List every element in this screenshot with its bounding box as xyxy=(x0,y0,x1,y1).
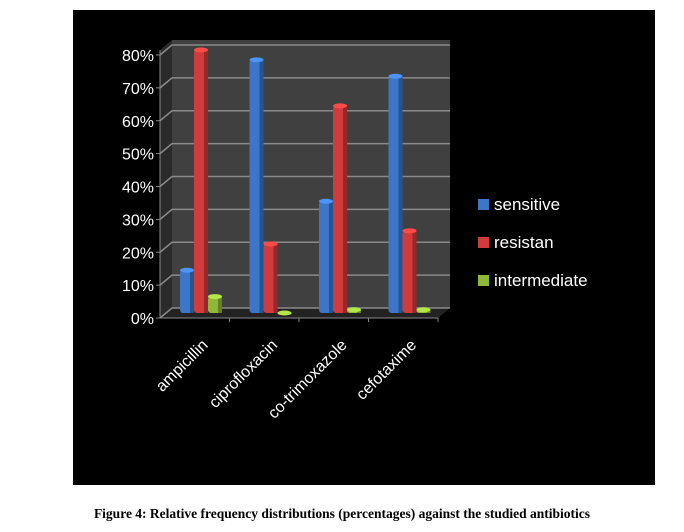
legend-marker-intermediate xyxy=(478,275,489,286)
bar-top xyxy=(180,267,194,273)
bar-top xyxy=(333,103,347,109)
bar-top xyxy=(388,73,403,79)
bar-top xyxy=(194,47,208,53)
bar-chart: 0%10%20%30%40%50%60%70%80%ampicillincipr… xyxy=(73,10,655,485)
legend-label: intermediate xyxy=(494,271,588,290)
bar-top xyxy=(249,57,264,63)
y-tick-label: 30% xyxy=(122,212,154,229)
gridline xyxy=(159,208,450,220)
y-tick-label: 10% xyxy=(122,278,154,295)
y-tick-label: 60% xyxy=(122,114,154,131)
bar-shade xyxy=(343,105,347,313)
gridline xyxy=(159,77,450,89)
gridline xyxy=(159,44,450,56)
bar-top xyxy=(263,241,278,247)
floor xyxy=(160,308,450,318)
y-tick-label: 0% xyxy=(131,311,154,328)
y-tick-label: 70% xyxy=(122,81,154,98)
y-tick-label: 40% xyxy=(122,180,154,197)
bar-top xyxy=(208,294,222,300)
y-tick-label: 20% xyxy=(122,245,154,262)
bar-shade xyxy=(190,270,194,313)
gridline xyxy=(159,110,450,122)
bar-top xyxy=(319,198,333,204)
gridline xyxy=(159,175,450,188)
gridline xyxy=(159,274,450,286)
figure-caption: Figure 4: Relative frequency distributio… xyxy=(93,506,591,521)
legend-label: sensitive xyxy=(494,195,560,214)
bar-shade xyxy=(398,76,403,313)
bar-shade xyxy=(412,230,417,313)
legend-marker-resistan xyxy=(478,237,489,248)
bar-shade xyxy=(204,50,208,313)
side-wall xyxy=(160,40,172,318)
legend-marker-sensitive xyxy=(478,199,489,210)
bar-top xyxy=(402,228,417,234)
bar-shade xyxy=(273,243,278,313)
gridline xyxy=(159,241,450,253)
bar-top xyxy=(277,310,292,316)
y-tick-label: 50% xyxy=(122,147,154,164)
legend-label: resistan xyxy=(494,233,554,252)
bar-shade xyxy=(259,59,264,313)
bar-top xyxy=(416,307,431,313)
y-tick-label: 80% xyxy=(122,48,154,65)
bar-shade xyxy=(218,296,222,313)
gridline xyxy=(159,142,450,155)
bar-top xyxy=(347,307,361,313)
bar-shade xyxy=(329,201,333,313)
